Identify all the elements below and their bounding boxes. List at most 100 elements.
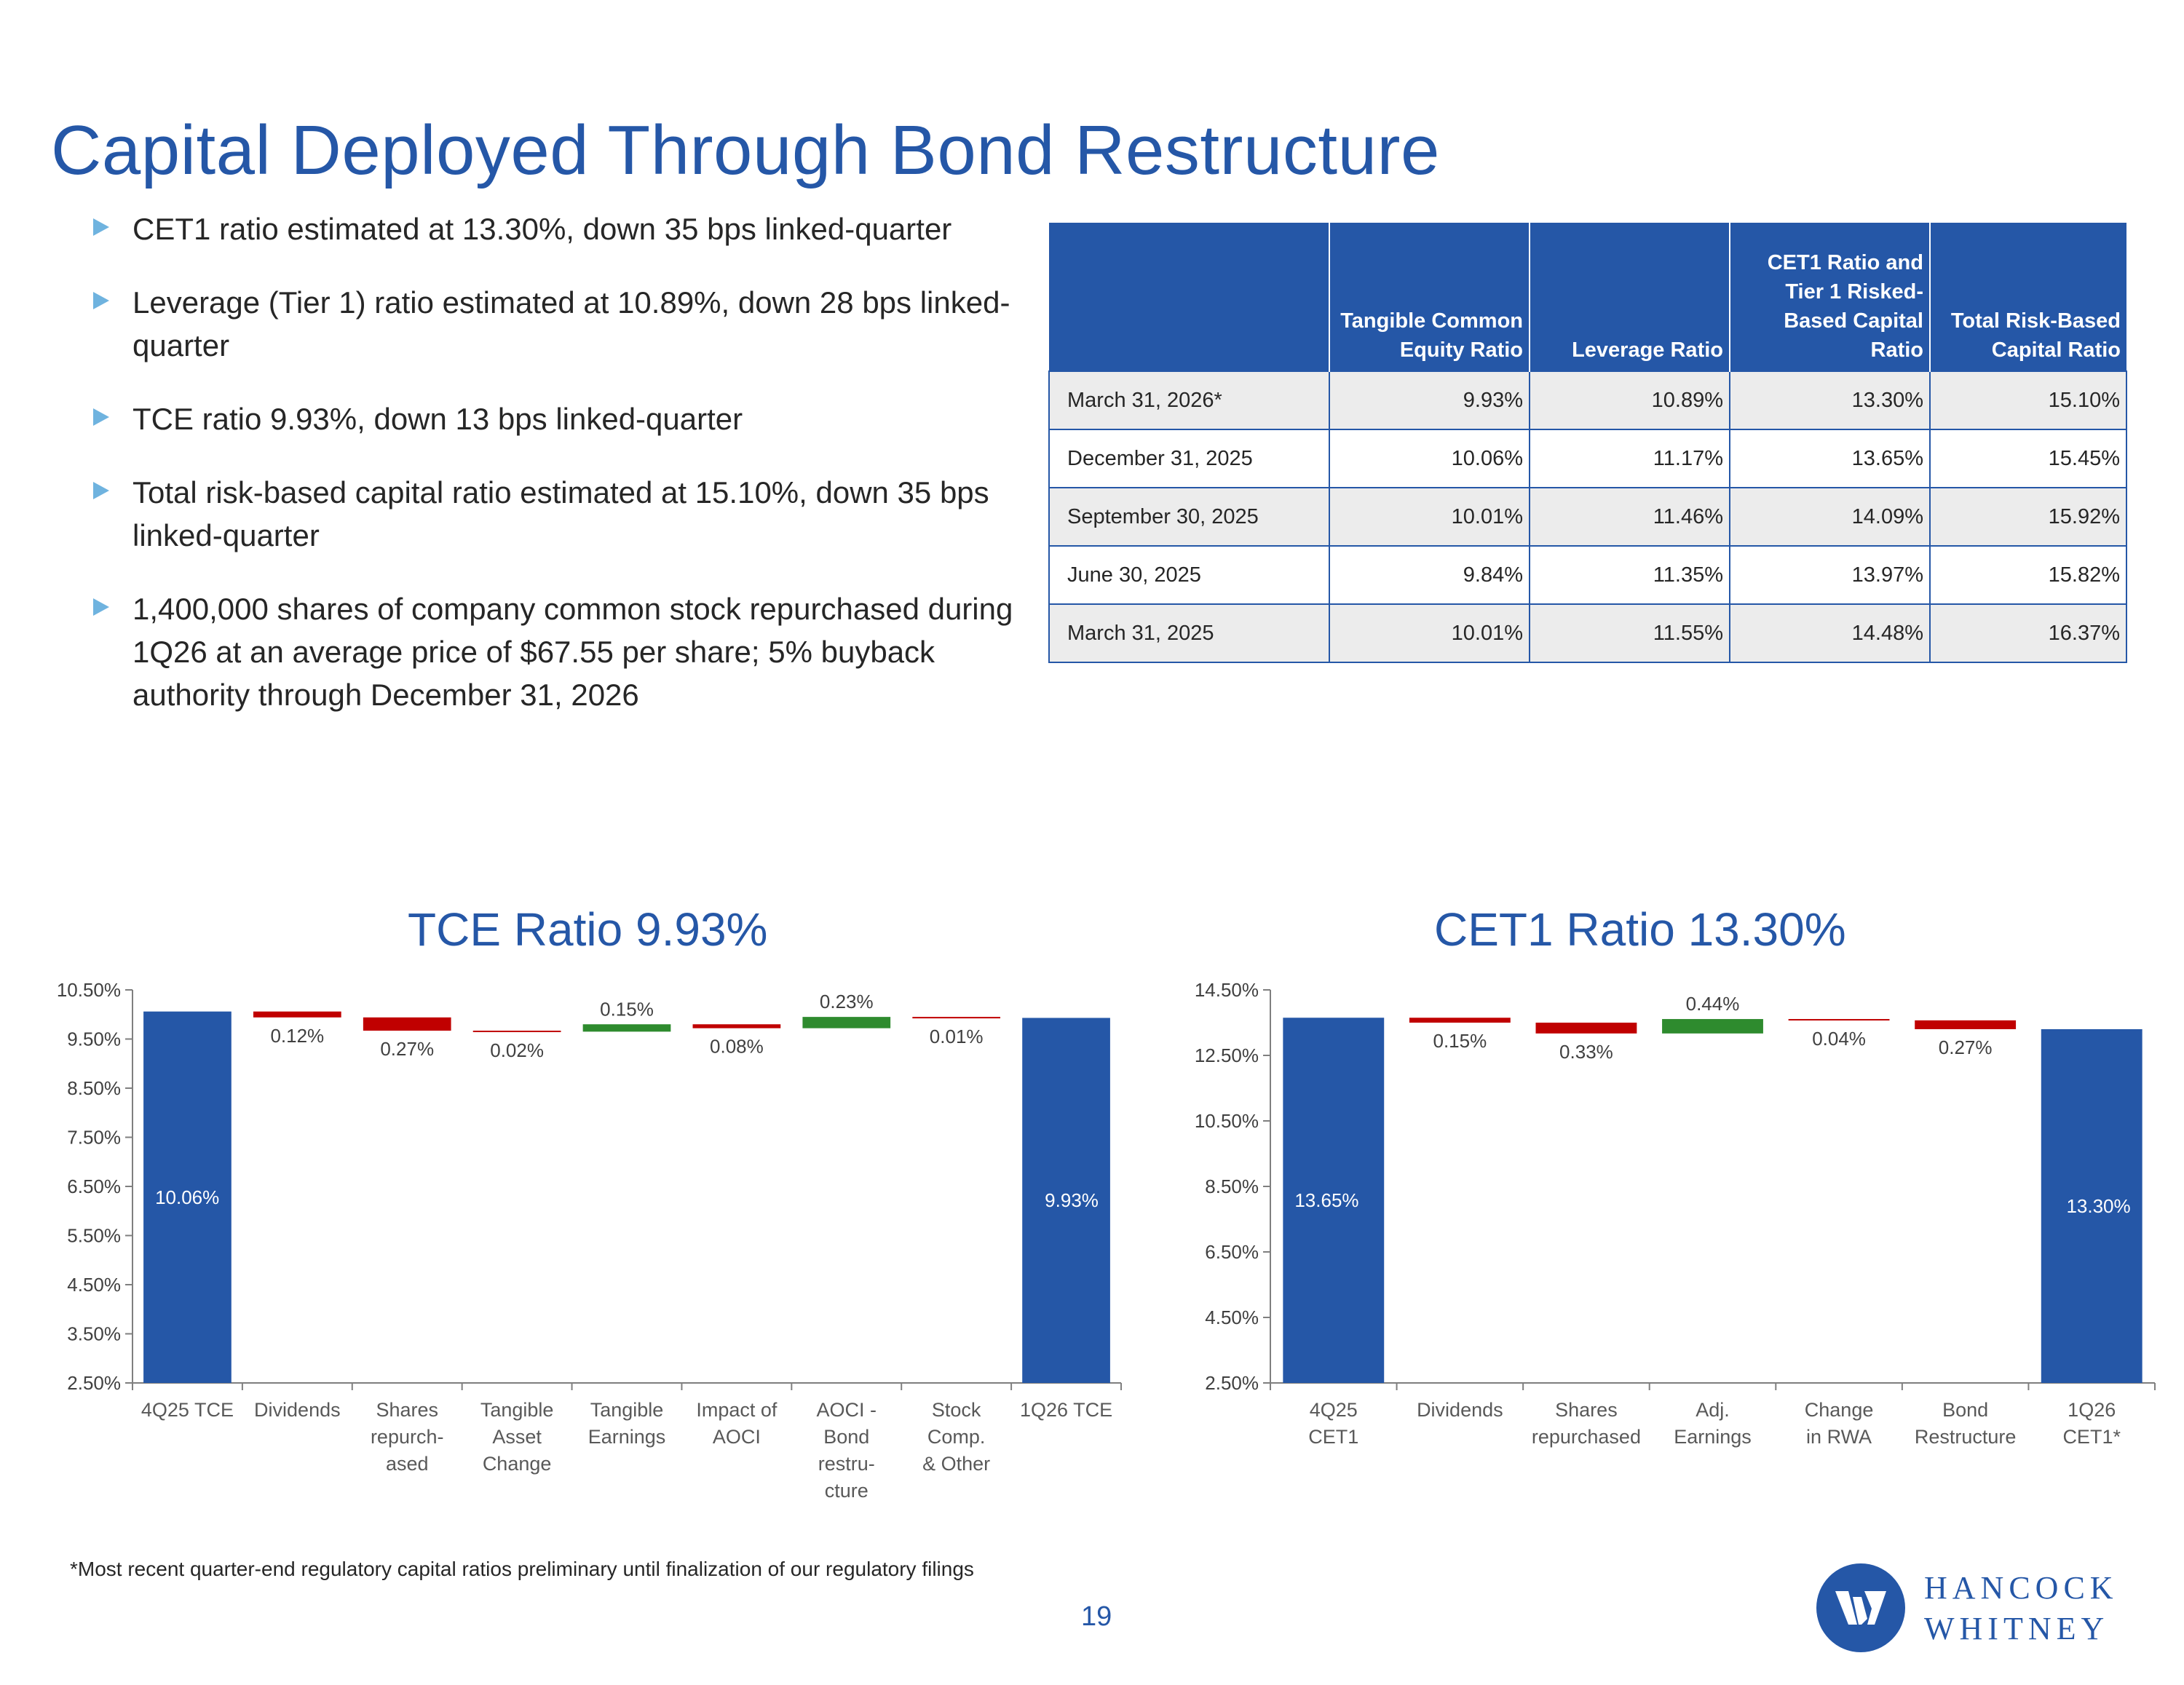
x-category-label: restru- — [818, 1453, 875, 1475]
bar-data-label: 0.02% — [490, 1039, 544, 1061]
x-category-label: Stock — [932, 1399, 981, 1421]
bullet-text: CET1 ratio estimated at 13.30%, down 35 … — [132, 212, 952, 246]
x-category-label: Dividends — [1417, 1399, 1503, 1421]
x-category-label: repurchased — [1532, 1426, 1641, 1448]
bar-decrease — [1915, 1020, 2017, 1029]
y-tick-label: 8.50% — [67, 1077, 121, 1099]
x-category-label: Earnings — [588, 1426, 666, 1448]
table-cell: March 31, 2026* — [1048, 370, 1330, 430]
bar-increase — [802, 1017, 891, 1028]
bullet-arrow-icon — [93, 408, 109, 426]
bar-data-label: 0.27% — [1939, 1036, 1993, 1058]
table-header-cell — [1049, 223, 1329, 371]
x-category-label: Asset — [492, 1426, 542, 1448]
bar-increase — [582, 1024, 671, 1032]
table-row: March 31, 2026* 9.93% 10.89% 13.30% 15.1… — [1048, 370, 2127, 430]
x-category-label: CET1* — [2062, 1426, 2121, 1448]
y-tick-label: 2.50% — [67, 1372, 121, 1394]
table-cell: March 31, 2025 — [1048, 603, 1330, 663]
x-category-label: Shares — [1555, 1399, 1618, 1421]
x-category-label: 1Q26 — [2068, 1399, 2116, 1421]
bar-data-label: 0.15% — [1433, 1030, 1487, 1052]
y-tick-label: 4.50% — [1205, 1307, 1259, 1328]
table-header-cell: Tangible Common Equity Ratio — [1329, 223, 1530, 371]
y-tick-label: 7.50% — [67, 1127, 121, 1149]
bar-data-label: 0.15% — [600, 998, 654, 1020]
x-category-label: Bond — [1942, 1399, 1988, 1421]
table-cell: 16.37% — [1929, 603, 2127, 663]
x-category-label: Dividends — [254, 1399, 341, 1421]
bullet-text: TCE ratio 9.93%, down 13 bps linked-quar… — [132, 402, 743, 436]
bullet-arrow-icon — [93, 598, 109, 616]
bar-data-label: 13.65% — [1294, 1189, 1358, 1211]
table-row: December 31, 2025 10.06% 11.17% 13.65% 1… — [1048, 429, 2127, 488]
table-cell: 11.55% — [1529, 603, 1730, 663]
bullet-item: CET1 ratio estimated at 13.30%, down 35 … — [87, 207, 1026, 250]
table-cell: 11.46% — [1529, 487, 1730, 547]
y-tick-label: 4.50% — [67, 1274, 121, 1296]
table-cell: December 31, 2025 — [1048, 429, 1330, 488]
y-tick-label: 8.50% — [1205, 1175, 1259, 1197]
bullet-list: CET1 ratio estimated at 13.30%, down 35 … — [87, 207, 1026, 747]
cet1-chart-title: CET1 Ratio 13.30% — [1434, 903, 1846, 956]
x-category-label: in RWA — [1806, 1426, 1872, 1448]
bullet-text: Total risk-based capital ratio estimated… — [132, 475, 989, 552]
logo-text-line2: WHITNEY — [1924, 1611, 2110, 1646]
table-row: June 30, 2025 9.84% 11.35% 13.97% 15.82% — [1048, 545, 2127, 605]
bar-decrease — [1409, 1018, 1511, 1023]
footnote: *Most recent quarter-end regulatory capi… — [70, 1558, 974, 1580]
x-category-label: AOCI — [713, 1426, 761, 1448]
bullet-arrow-icon — [93, 482, 109, 499]
bar-total — [1283, 1018, 1385, 1383]
table-cell: 15.92% — [1929, 487, 2127, 547]
bar-decrease — [1788, 1019, 1890, 1021]
bar-decrease — [1535, 1023, 1637, 1034]
bullet-text: 1,400,000 shares of company common stock… — [132, 592, 1013, 712]
table-cell: 10.01% — [1329, 487, 1530, 547]
x-category-label: & Other — [922, 1453, 990, 1475]
bar-data-label: 10.06% — [155, 1186, 219, 1208]
table-header-cell: Leverage Ratio — [1529, 223, 1730, 371]
bullet-item: Total risk-based capital ratio estimated… — [87, 471, 1026, 557]
bullet-item: 1,400,000 shares of company common stock… — [87, 587, 1026, 716]
table-row: September 30, 2025 10.01% 11.46% 14.09% … — [1048, 487, 2127, 547]
x-category-label: 4Q25 TCE — [141, 1399, 234, 1421]
x-category-label: cture — [825, 1480, 869, 1502]
tce-waterfall-chart: 2.50% 3.50% 4.50% 5.50% 6.50% 7.50% 8.50% 9.50%… — [57, 979, 1122, 1502]
x-category-label: Shares — [376, 1399, 438, 1421]
table-cell: 15.82% — [1929, 545, 2127, 605]
bar-data-label: 0.23% — [820, 991, 874, 1012]
x-category-label: Impact of — [696, 1399, 778, 1421]
table-cell: 15.45% — [1929, 429, 2127, 488]
bar-data-label: 0.44% — [1686, 993, 1740, 1015]
y-tick-label: 9.50% — [67, 1028, 121, 1050]
bar-decrease — [472, 1031, 561, 1033]
x-category-label: Change — [1805, 1399, 1874, 1421]
logo-text-line1: HANCOCK — [1924, 1570, 2118, 1606]
x-category-label: CET1 — [1308, 1426, 1358, 1448]
tce-chart-title: TCE Ratio 9.93% — [408, 903, 768, 956]
table-row: March 31, 2025 10.01% 11.55% 14.48% 16.3… — [1048, 603, 2127, 663]
table-cell: 10.06% — [1329, 429, 1530, 488]
table-header-cell: CET1 Ratio and Tier 1 Risked-Based Capit… — [1729, 223, 1930, 371]
capital-ratios-table: Tangible Common Equity Ratio Leverage Ra… — [1048, 223, 2127, 663]
bar-data-label: 0.12% — [270, 1025, 324, 1047]
table-cell: 13.65% — [1729, 429, 1931, 488]
y-tick-label: 3.50% — [67, 1323, 121, 1345]
logo-emblem-icon — [1816, 1563, 1905, 1652]
bar-data-label: 0.01% — [930, 1026, 984, 1047]
table-cell: 14.48% — [1729, 603, 1931, 663]
table-cell: 10.89% — [1529, 370, 1730, 430]
x-category-label: 1Q26 TCE — [1020, 1399, 1112, 1421]
y-tick-label: 2.50% — [1205, 1372, 1259, 1394]
y-tick-label: 14.50% — [1195, 979, 1259, 1001]
x-category-label: repurch- — [371, 1426, 444, 1448]
bar-data-label: 9.93% — [1045, 1189, 1099, 1211]
x-category-label: AOCI - — [817, 1399, 877, 1421]
x-category-label: Adj. — [1696, 1399, 1730, 1421]
y-tick-label: 12.50% — [1195, 1044, 1259, 1066]
table-header-cell: Total Risk-Based Capital Ratio — [1929, 223, 2126, 371]
table-cell: 11.35% — [1529, 545, 1730, 605]
page-title: Capital Deployed Through Bond Restructur… — [51, 111, 1440, 190]
bar-data-label: 0.33% — [1559, 1041, 1613, 1063]
